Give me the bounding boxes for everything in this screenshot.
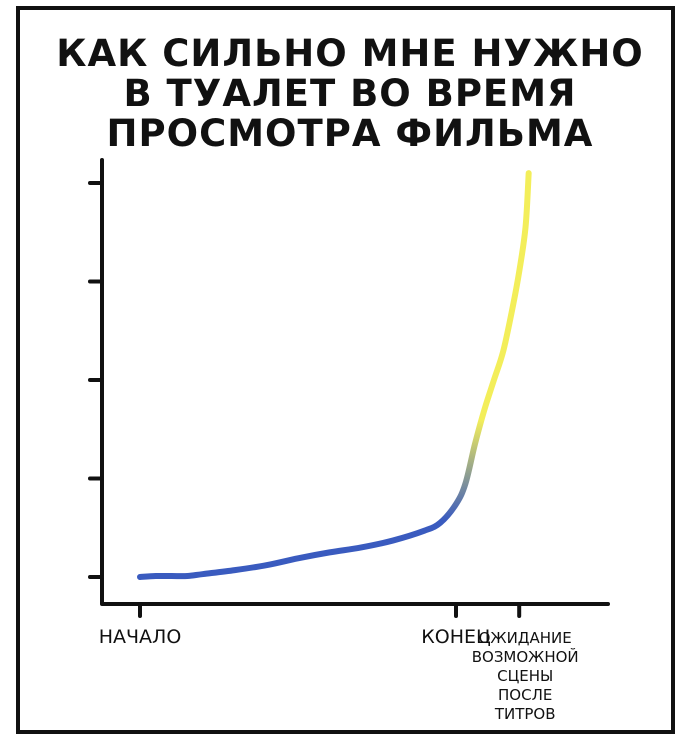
x-tick-label-line: НАЧАЛО xyxy=(99,626,182,648)
x-tick-label-line: ВОЗМОЖНОЙ xyxy=(472,647,579,666)
x-tick-label-line: ПОСЛЕ xyxy=(498,686,552,704)
chart-title: КАК СИЛЬНО МНЕ НУЖНО В ТУАЛЕТ ВО ВРЕМЯ П… xyxy=(0,34,700,154)
title-line-1: КАК СИЛЬНО МНЕ НУЖНО xyxy=(56,32,644,75)
x-tick-label-post-credits: ОЖИДАНИЕ ВОЗМОЖНОЙ СЦЕНЫ ПОСЛЕ ТИТРОВ xyxy=(472,629,579,723)
comic-frame xyxy=(16,6,675,734)
series-layer xyxy=(137,170,532,580)
x-tick-label-end: КОНЕЦ xyxy=(421,626,491,648)
axes xyxy=(100,158,610,606)
x-tick-label-line: СЦЕНЫ xyxy=(497,667,553,685)
axis-lines xyxy=(100,158,610,606)
x-tick-label-line: КОНЕЦ xyxy=(421,626,491,648)
title-line-3: ПРОСМОТРА ФИЛЬМА xyxy=(106,112,594,155)
x-tick-label-line: ТИТРОВ xyxy=(494,705,556,723)
title-line-2: В ТУАЛЕТ ВО ВРЕМЯ xyxy=(123,72,577,115)
x-tick-label-start: НАЧАЛО xyxy=(99,626,182,648)
ticks xyxy=(88,181,522,618)
x-tick-label-line: ОЖИДАНИЕ xyxy=(479,629,572,647)
series-line-0 xyxy=(137,170,532,580)
